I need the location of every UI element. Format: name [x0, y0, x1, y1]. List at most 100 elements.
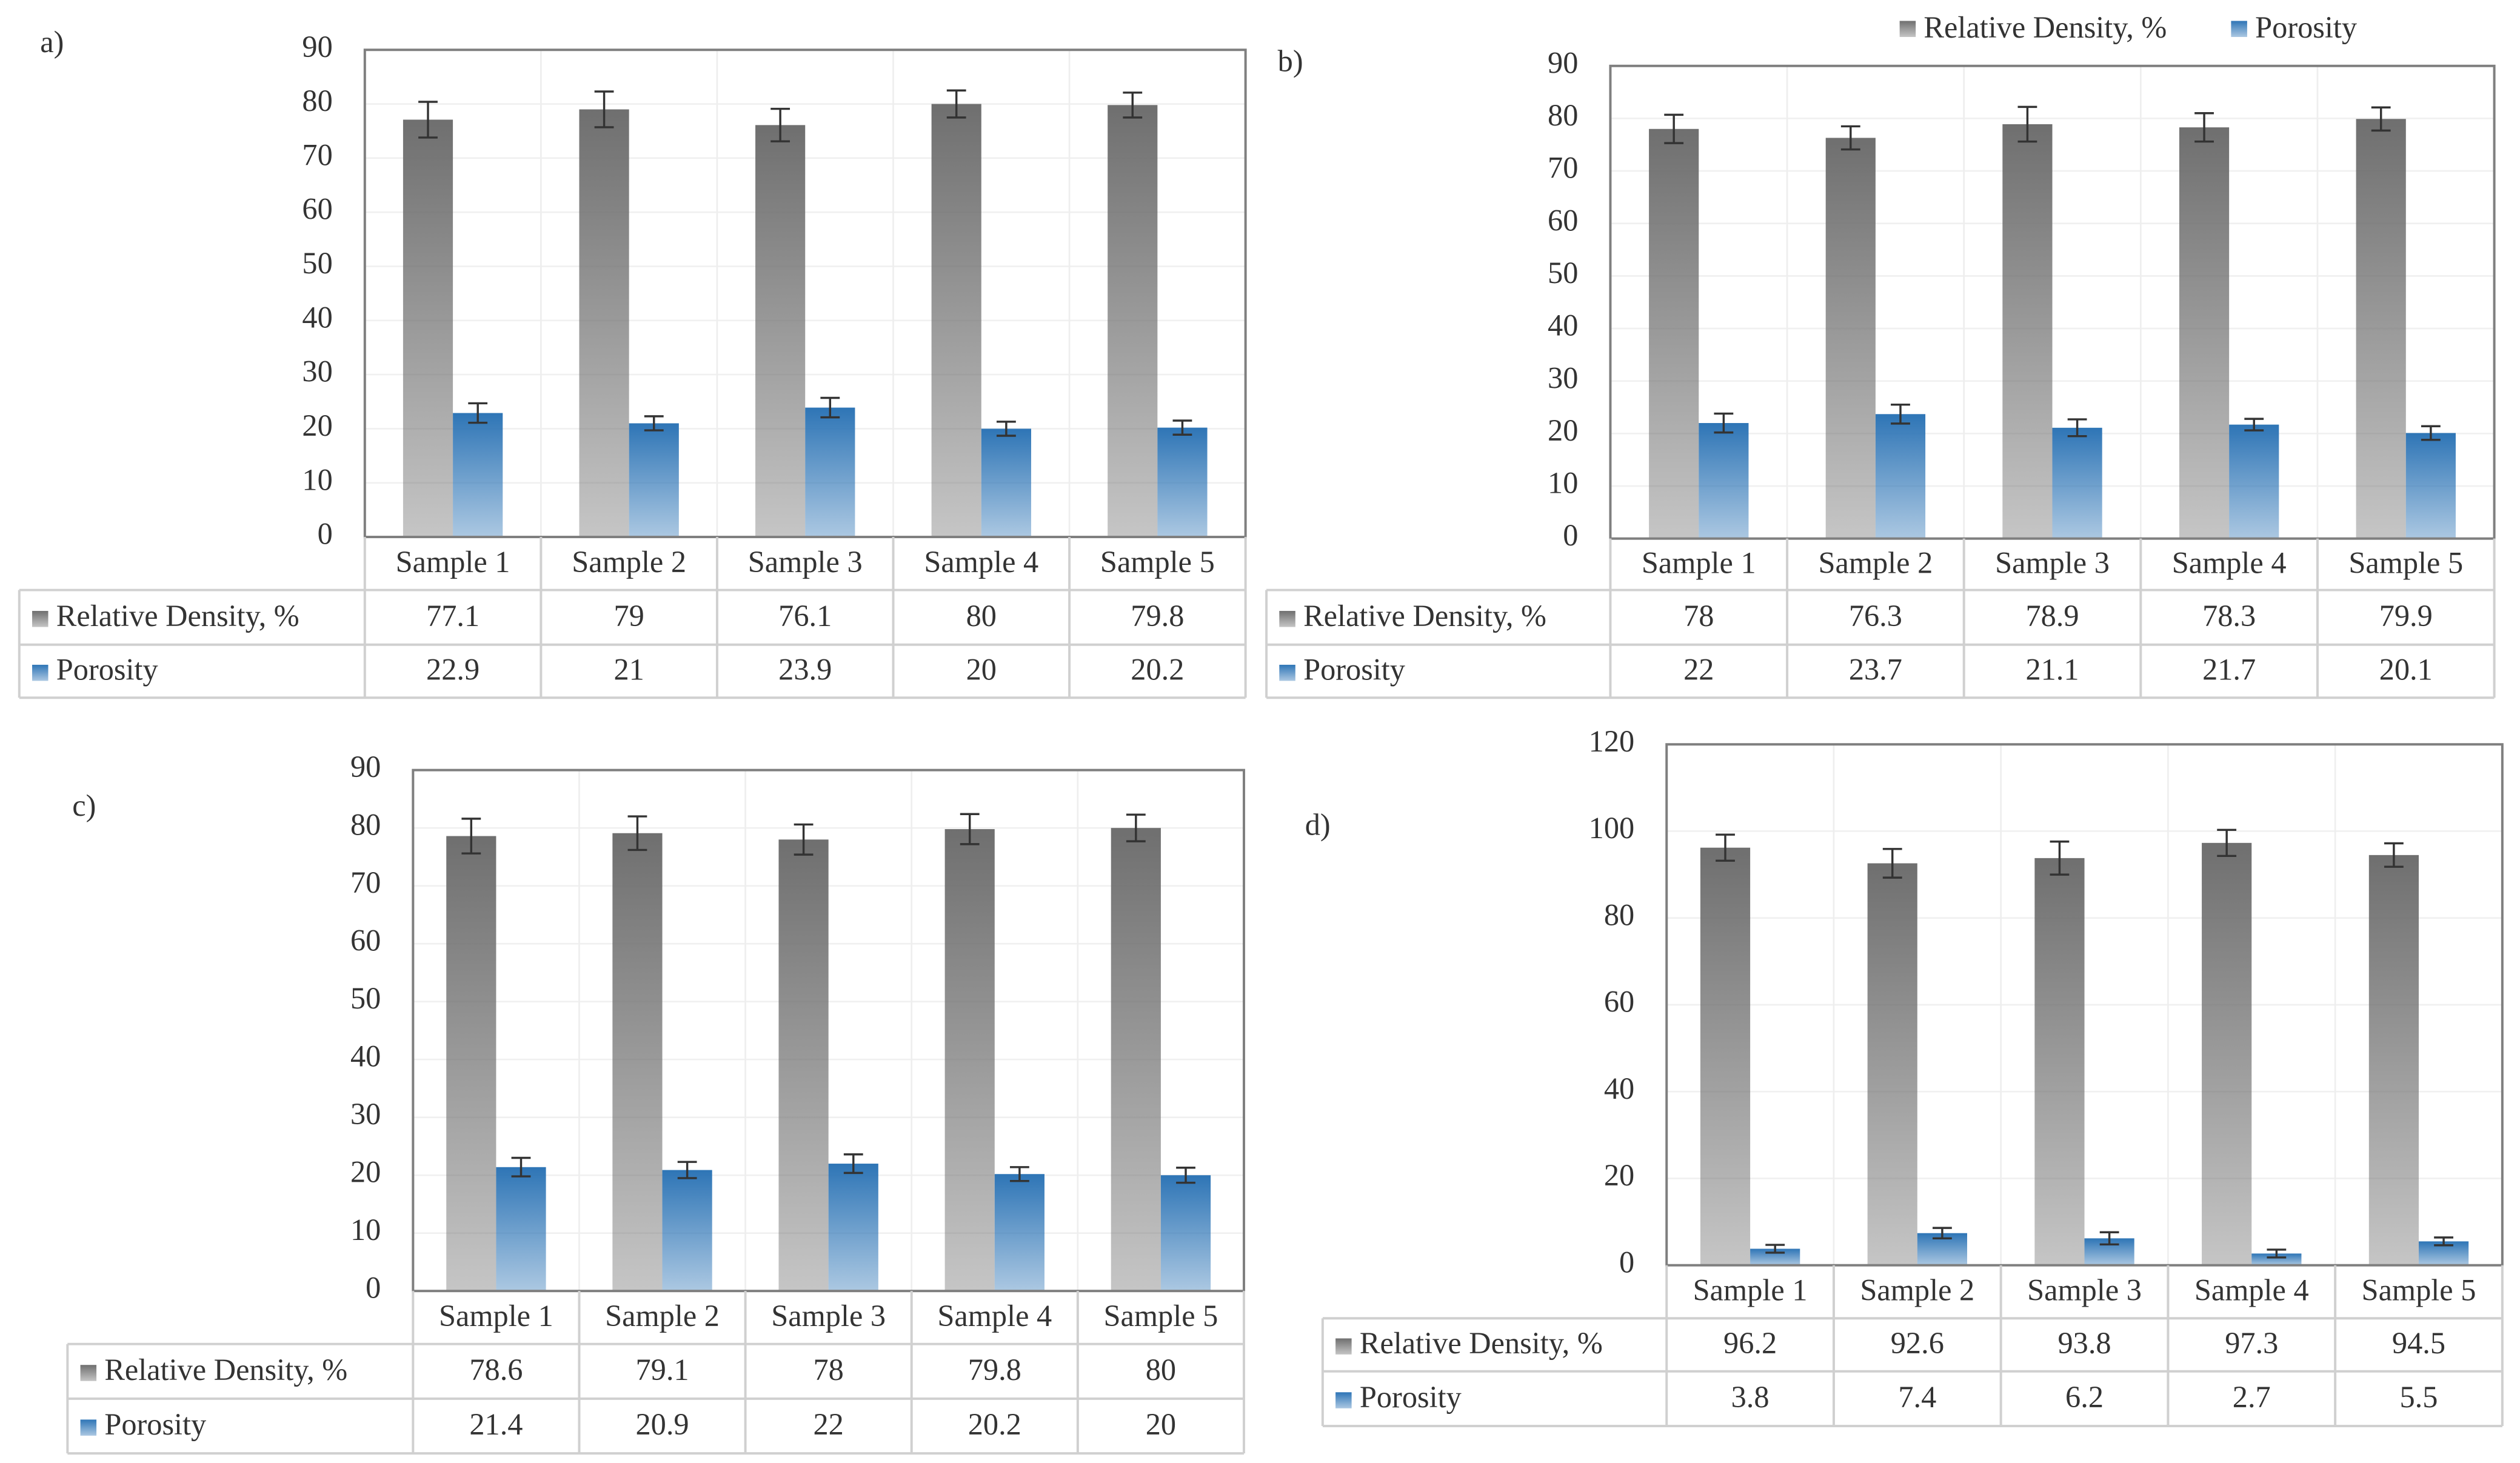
y-tick-label: 30: [302, 355, 332, 388]
bar: [994, 1174, 1044, 1291]
plot-frame: [1609, 64, 2496, 540]
bar: [446, 836, 496, 1291]
y-tick-label: 20: [1548, 413, 1578, 447]
y-tick-label: 90: [350, 750, 381, 784]
plot-frame: [363, 48, 1247, 539]
plot-frame: [1665, 743, 2504, 1267]
table-value: 22.9: [426, 653, 480, 687]
bar: [453, 413, 503, 538]
error-bar: [1714, 412, 1734, 434]
bar: [828, 1164, 878, 1291]
y-tick-label: 90: [302, 30, 332, 64]
y-tick-label: 120: [1589, 724, 1635, 758]
panel-label: d): [1305, 808, 1331, 842]
bar: [612, 833, 663, 1291]
bar: [496, 1167, 546, 1291]
legend-label: Porosity: [2255, 10, 2357, 44]
error-bar: [1172, 419, 1192, 436]
y-tick-label: 50: [1548, 256, 1578, 290]
y-tick-label: 50: [302, 246, 332, 280]
legend-key: [2231, 21, 2247, 38]
y-tick-label: 70: [302, 138, 332, 172]
table-value: 2.7: [2233, 1380, 2271, 1414]
error-bar: [627, 815, 647, 851]
table-value: 80: [1146, 1353, 1176, 1387]
x-tick-label: Sample 1: [439, 1299, 553, 1333]
bar: [1700, 847, 1751, 1265]
error-bar: [2050, 840, 2070, 876]
y-tick-label: 60: [1604, 985, 1634, 1019]
y-tick-label: 60: [350, 924, 381, 958]
y-tick-label: 60: [302, 192, 332, 226]
bar: [403, 119, 453, 538]
error-bar: [2217, 828, 2237, 858]
table-legend-key: [80, 1419, 97, 1436]
table-value: 78: [1683, 599, 1714, 633]
y-tick-label: 40: [1548, 308, 1578, 342]
error-bar: [677, 1161, 697, 1179]
table-value: 93.8: [2057, 1326, 2111, 1360]
error-bar: [2384, 842, 2404, 868]
table-value: 23.9: [778, 653, 832, 687]
bar: [1108, 105, 1158, 538]
bar: [778, 839, 829, 1291]
y-tick-label: 80: [350, 808, 381, 842]
table-series-name: Porosity: [1360, 1380, 1462, 1414]
error-bar: [594, 90, 614, 128]
error-bar: [1716, 833, 1735, 862]
legend-label: Relative Density, %: [1923, 10, 2167, 44]
table-legend-key: [1279, 664, 1295, 681]
error-bar: [468, 402, 488, 424]
table-series-name: Porosity: [104, 1407, 206, 1441]
table-legend-key: [80, 1365, 97, 1381]
table-value: 76.1: [778, 599, 832, 633]
table-legend-key: [32, 611, 48, 627]
table-value: 78: [813, 1353, 843, 1387]
error-bar: [1664, 113, 1684, 144]
table-value: 20.1: [2379, 653, 2433, 687]
x-tick-label: Sample 4: [924, 545, 1038, 579]
table-value: 79.8: [1131, 599, 1184, 633]
error-bar: [946, 89, 966, 119]
error-bar: [2371, 106, 2391, 132]
table-value: 20: [966, 653, 997, 687]
error-bar: [461, 818, 481, 855]
x-tick-label: Sample 3: [771, 1299, 886, 1333]
table-series-name: Porosity: [1303, 653, 1405, 687]
x-tick-label: Sample 5: [1104, 1299, 1218, 1333]
error-bar: [1123, 92, 1143, 119]
y-tick-label: 80: [1548, 98, 1578, 132]
bar: [1649, 128, 1699, 539]
x-tick-label: Sample 4: [2172, 545, 2287, 579]
error-bar: [418, 101, 438, 139]
x-tick-label: Sample 4: [2194, 1273, 2309, 1307]
y-tick-label: 20: [302, 408, 332, 442]
bar: [931, 104, 981, 538]
table-value: 21: [613, 653, 644, 687]
table-value: 92.6: [1891, 1326, 1944, 1360]
x-tick-label: Sample 5: [1100, 545, 1215, 579]
table-value: 22: [813, 1407, 843, 1441]
bar: [2002, 124, 2053, 539]
bar: [2202, 842, 2252, 1265]
error-bar: [1933, 1227, 1952, 1240]
y-tick-label: 0: [1563, 518, 1578, 552]
y-tick-label: 40: [350, 1039, 381, 1073]
panel-label: a): [40, 25, 64, 59]
panel-label: b): [1278, 44, 1303, 78]
bar: [1875, 414, 1926, 539]
table-value: 79.9: [2379, 599, 2433, 633]
table-series-name: Porosity: [56, 653, 158, 687]
table-value: 78.6: [469, 1353, 523, 1387]
bar: [1160, 1175, 1211, 1291]
x-tick-label: Sample 2: [572, 545, 686, 579]
bar: [1825, 138, 1876, 539]
bar: [662, 1170, 712, 1291]
y-tick-label: 40: [302, 300, 332, 334]
bar: [2052, 427, 2102, 539]
y-tick-label: 0: [366, 1271, 381, 1305]
bar: [805, 407, 855, 538]
table-value: 20: [1146, 1407, 1176, 1441]
